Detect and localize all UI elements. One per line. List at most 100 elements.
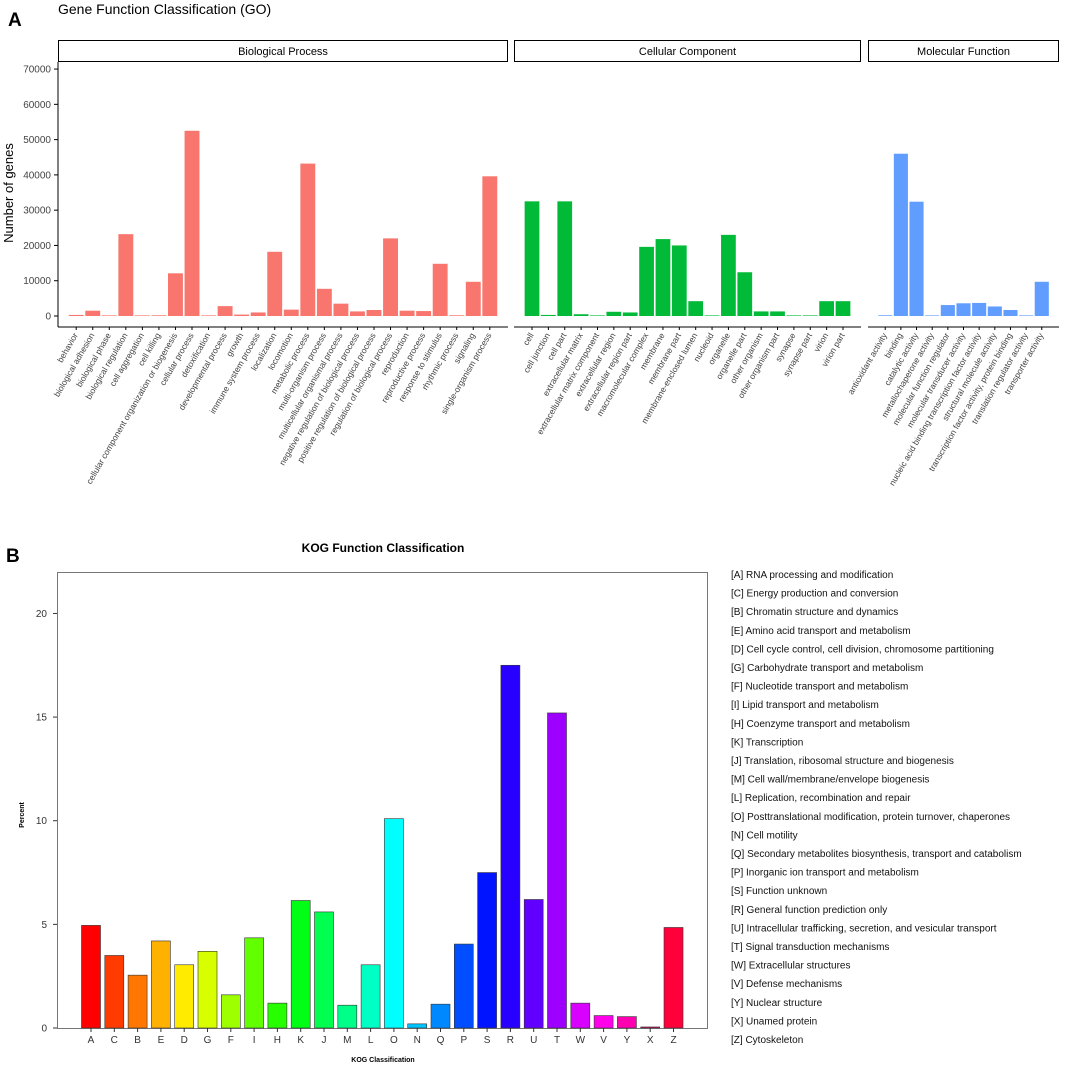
go-bar-single-organism-process: [482, 176, 498, 316]
go-bar-antioxidant-activity: [878, 315, 893, 316]
kog-legend-item: [G] Carbohydrate transport and metabolis…: [731, 663, 923, 674]
go-bar-cell-killing: [151, 315, 167, 316]
kog-bar-s: [477, 872, 497, 1029]
kog-legend-item: [A] RNA processing and modification: [731, 570, 893, 581]
kog-bar-a: [81, 925, 101, 1029]
kog-bar-d: [174, 964, 194, 1029]
panel-b-x-axis-title: KOG Classification: [351, 1057, 414, 1064]
go-bar-virion-part: [835, 301, 851, 316]
facet-strip-cellular-component: [514, 40, 861, 62]
kog-legend-item: [S] Function unknown: [731, 886, 827, 897]
kog-legend-item: [V] Defense mechanisms: [731, 979, 842, 990]
kog-x-tick-label: F: [228, 1035, 234, 1046]
kog-legend-item: [N] Cell motility: [731, 830, 798, 841]
kog-x-tick-label: Y: [624, 1035, 631, 1046]
kog-x-tick-label: J: [322, 1035, 327, 1046]
kog-legend-item: [Y] Nuclear structure: [731, 998, 823, 1009]
kog-legend-item: [K] Transcription: [731, 737, 803, 748]
kog-x-tick-label: O: [390, 1035, 398, 1046]
kog-bar-o: [384, 818, 404, 1029]
kog-legend-item: [X] Unamed protein: [731, 1016, 817, 1027]
panel-a-y-axis-title: Number of genes: [1, 143, 16, 243]
go-bar-biological-adhesion: [85, 310, 101, 316]
facet-strip-biological-process: [58, 40, 508, 62]
facet-strip-label: Biological Process: [238, 46, 328, 58]
kog-bar-m: [337, 1004, 358, 1029]
kog-legend-item: [O] Posttranslational modification, prot…: [731, 812, 1010, 823]
kog-y-tick-label: 10: [36, 816, 48, 827]
go-x-tick-label: antioxidant activity: [846, 330, 890, 396]
go-bar-other-organism: [753, 311, 769, 316]
go-y-tick-label: 10000: [23, 276, 51, 287]
kog-x-tick-label: B: [134, 1035, 141, 1046]
go-bar-cellular-process: [184, 130, 200, 316]
panel-a-title: Gene Function Classification (GO): [58, 1, 271, 17]
kog-bar-r: [500, 664, 521, 1029]
facet-strip-molecular-function: [868, 40, 1059, 62]
go-bar-structural-molecule-activity: [987, 306, 1002, 316]
go-bar-synapse-part: [802, 315, 818, 316]
kog-bar-z: [663, 927, 684, 1029]
go-bar-multicellular-organismal-process: [333, 303, 349, 316]
kog-legend-item: [R] General function prediction only: [731, 905, 887, 916]
go-bar-extracellular-region-part: [622, 312, 638, 316]
go-bar-catalytic-activity: [909, 201, 924, 316]
kog-legend-item: [J] Translation, ribosomal structure and…: [731, 756, 954, 767]
kog-x-tick-label: W: [576, 1035, 586, 1046]
go-bar-metallochaperone-activity: [925, 315, 940, 316]
kog-legend-item: [E] Amino acid transport and metabolism: [731, 626, 911, 637]
go-bar-extracellular-region: [606, 311, 622, 316]
kog-x-tick-label: A: [88, 1035, 95, 1046]
kog-bar-q: [430, 1003, 451, 1029]
kog-bar-p: [453, 943, 474, 1029]
kog-bar-t: [547, 712, 567, 1029]
go-bar-synapse: [786, 315, 802, 316]
kog-bar-u: [523, 899, 544, 1029]
go-bar-localization: [267, 251, 283, 316]
kog-legend-item: [I] Lipid transport and metabolism: [731, 700, 879, 711]
go-bar-nucleoid: [704, 315, 720, 316]
go-bar-multi-organism-process: [316, 288, 332, 316]
kog-bar-g: [197, 951, 218, 1029]
go-bar-rhythmic-process: [449, 315, 465, 316]
go-bar-metabolic-process: [300, 163, 316, 316]
kog-bar-b: [127, 974, 148, 1029]
go-y-tick-label: 20000: [23, 241, 51, 252]
go-x-tick-label: cell: [521, 331, 536, 347]
kog-legend-item: [M] Cell wall/membrane/envelope biogenes…: [731, 775, 929, 786]
panel-b-label: B: [6, 546, 20, 567]
facet-strip-label: Cellular Component: [639, 46, 736, 58]
go-bar-regulation-of-biological-process: [383, 238, 398, 316]
go-y-tick-label: 30000: [23, 206, 51, 217]
kog-legend-item: [C] Energy production and conversion: [731, 589, 898, 600]
go-bar-developmental-process: [217, 306, 233, 316]
kog-legend-item: [F] Nucleotide transport and metabolism: [731, 682, 908, 693]
kog-legend-item: [Q] Secondary metabolites biosynthesis, …: [731, 849, 1022, 860]
kog-y-tick-label: 15: [36, 713, 48, 724]
go-bar-negative-regulation-of-biological-process: [350, 311, 365, 316]
kog-legend-item: [D] Cell cycle control, cell division, c…: [731, 644, 994, 655]
go-y-tick-label: 40000: [23, 170, 51, 181]
go-bar-membrane-enclosed-lumen: [688, 301, 704, 316]
kog-x-tick-label: R: [507, 1035, 514, 1046]
go-bar-other-organism-part: [770, 311, 785, 316]
kog-bar-i: [244, 937, 264, 1029]
kog-bar-j: [314, 911, 334, 1029]
kog-y-tick-label: 5: [41, 920, 47, 931]
kog-bar-f: [221, 994, 241, 1029]
go-bar-cell: [524, 201, 540, 316]
go-bar-growth: [234, 314, 250, 316]
kog-bar-n: [407, 1023, 428, 1029]
go-y-tick-label: 50000: [23, 135, 51, 146]
kog-plot-frame: [57, 572, 708, 1029]
go-bar-biological-phase: [101, 315, 117, 316]
go-bar-immune-system-process: [250, 312, 266, 316]
go-bar-nucleic-acid-binding-transcription-factor-activity: [972, 302, 987, 316]
go-bar-extracellular-matrix: [573, 314, 589, 316]
go-bar-behavior: [68, 314, 84, 316]
go-bar-locomotion: [283, 309, 299, 316]
go-bar-molecular-transducer-activity: [956, 303, 971, 316]
kog-x-tick-label: H: [274, 1035, 281, 1046]
go-bar-response-to-stimulus: [432, 263, 448, 316]
